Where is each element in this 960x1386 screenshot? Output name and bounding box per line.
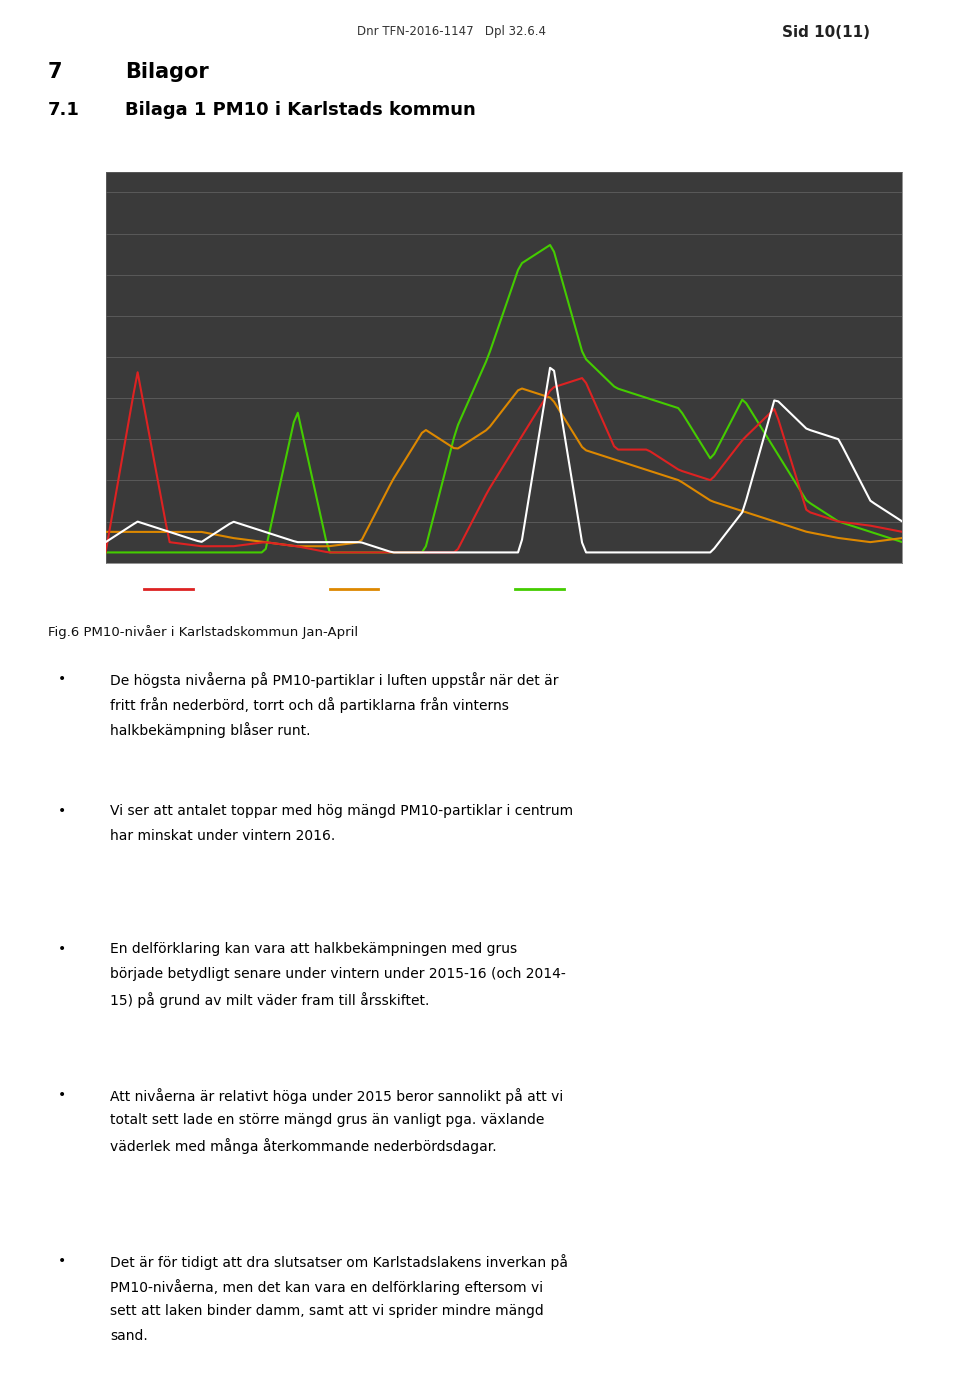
Text: •: • <box>59 942 66 956</box>
Text: 7: 7 <box>48 62 62 82</box>
Text: fritt från nederbörd, torrt och då partiklarna från vinterns: fritt från nederbörd, torrt och då parti… <box>110 697 509 714</box>
Text: Att nivåerna är relativt höga under 2015 beror sannolikt på att vi: Att nivåerna är relativt höga under 2015… <box>110 1088 564 1105</box>
Text: har minskat under vintern 2016.: har minskat under vintern 2016. <box>110 829 336 843</box>
Text: De högsta nivåerna på PM10-partiklar i luften uppstår när det är: De högsta nivåerna på PM10-partiklar i l… <box>110 672 559 689</box>
Text: började betydligt senare under vintern under 2015-16 (och 2014-: började betydligt senare under vintern u… <box>110 967 566 981</box>
Y-axis label: PM10: PM10 <box>58 345 71 389</box>
Text: totalt sett lade en större mängd grus än vanligt pga. växlande: totalt sett lade en större mängd grus än… <box>110 1113 544 1127</box>
Text: PM10-nivåerna, men det kan vara en delförklaring eftersom vi: PM10-nivåerna, men det kan vara en delfö… <box>110 1279 543 1296</box>
Text: •: • <box>59 1254 66 1268</box>
Text: sand.: sand. <box>110 1329 148 1343</box>
Text: 2016: 2016 <box>757 582 789 596</box>
Text: halkbekämpning blåser runt.: halkbekämpning blåser runt. <box>110 722 311 739</box>
Text: Bilaga 1 PM10 i Karlstads kommun: Bilaga 1 PM10 i Karlstads kommun <box>125 101 475 119</box>
Text: •: • <box>59 804 66 818</box>
Text: •: • <box>59 1088 66 1102</box>
Text: sett att laken binder damm, samt att vi sprider mindre mängd: sett att laken binder damm, samt att vi … <box>110 1304 544 1318</box>
Text: 15) på grund av milt väder fram till årsskiftet.: 15) på grund av milt väder fram till års… <box>110 992 430 1009</box>
Text: väderlek med många återkommande nederbördsdagar.: väderlek med många återkommande nederbör… <box>110 1138 497 1155</box>
Text: Fig.6 PM10-nivåer i Karlstadskommun Jan-April: Fig.6 PM10-nivåer i Karlstadskommun Jan-… <box>48 625 358 639</box>
Text: •: • <box>59 672 66 686</box>
Text: Bilagor: Bilagor <box>125 62 208 82</box>
Text: 2013: 2013 <box>572 582 604 596</box>
Text: 2014: 2014 <box>386 582 418 596</box>
Text: Sid 10(11): Sid 10(11) <box>782 25 871 40</box>
Text: 2015: 2015 <box>201 582 232 596</box>
Text: Dnr TFN-2016-1147   Dpl 32.6.4: Dnr TFN-2016-1147 Dpl 32.6.4 <box>357 25 545 37</box>
Text: Vi ser att antalet toppar med hög mängd PM10-partiklar i centrum: Vi ser att antalet toppar med hög mängd … <box>110 804 573 818</box>
Text: En delförklaring kan vara att halkbekämpningen med grus: En delförklaring kan vara att halkbekämp… <box>110 942 517 956</box>
Text: Det är för tidigt att dra slutsatser om Karlstadslakens inverkan på: Det är för tidigt att dra slutsatser om … <box>110 1254 568 1271</box>
Text: 7.1: 7.1 <box>48 101 80 119</box>
Title: PM10-nivåer i Karlstads centrum: PM10-nivåer i Karlstads centrum <box>324 148 684 168</box>
